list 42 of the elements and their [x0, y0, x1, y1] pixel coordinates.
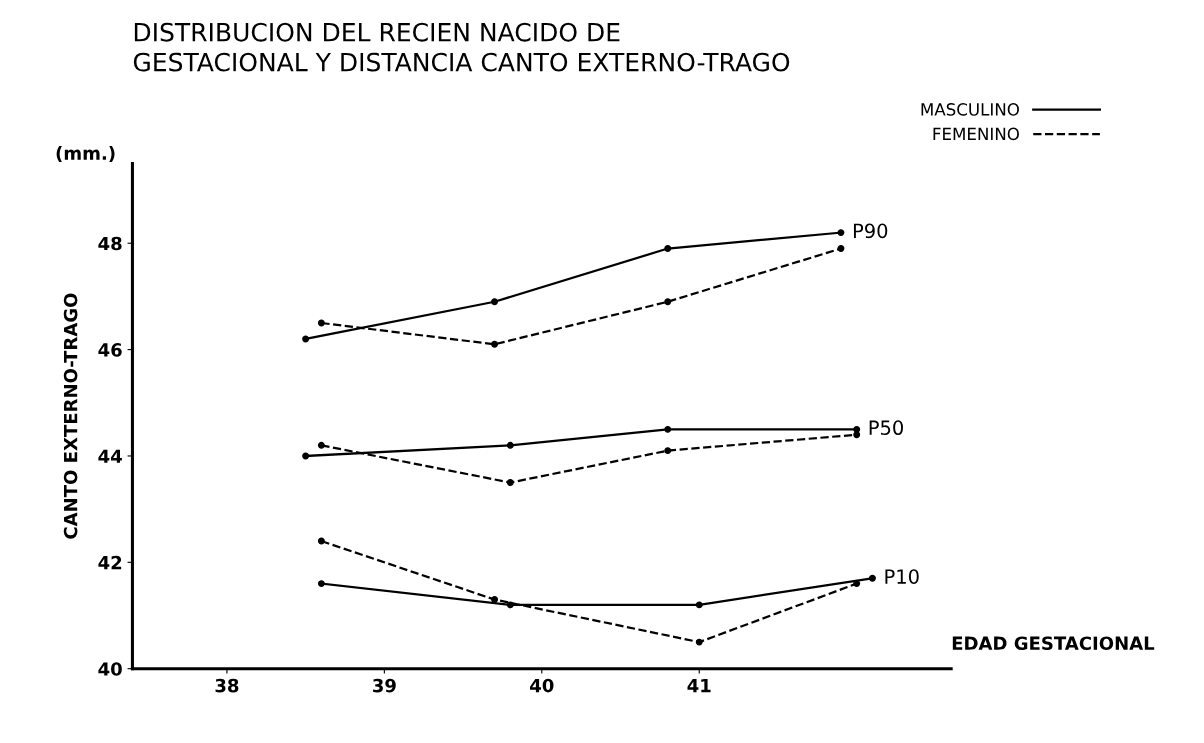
y-tick-label: 44 [98, 449, 122, 463]
point [506, 601, 514, 609]
y-axis-title: CANTO EXTERNO-TRAGO [63, 293, 78, 539]
point [317, 580, 325, 588]
x-tick-label: 38 [215, 678, 239, 693]
legend-label: MASCULINO [921, 103, 1019, 116]
point [302, 452, 310, 460]
point [664, 425, 672, 433]
point [302, 335, 310, 343]
annotation: P50 [869, 420, 903, 436]
point [695, 638, 703, 646]
y-tick-label: 42 [98, 555, 122, 570]
point [868, 574, 876, 582]
point [491, 596, 499, 604]
chart-title: DISTRIBUCION DEL RECIEN NACIDO DE GESTACIONAL Y DISTANCIA CANTO EXTERNO-TRAGO [133, 22, 790, 72]
point [317, 319, 325, 327]
legend-label: FEMENINO [933, 127, 1019, 141]
annotation: P10 [885, 569, 919, 584]
point [491, 340, 499, 348]
point [664, 245, 672, 253]
point [506, 479, 514, 487]
point [317, 441, 325, 449]
point [317, 537, 325, 545]
y-tick-label: 40 [98, 662, 122, 676]
x-tick-label: 41 [687, 678, 711, 693]
point [853, 580, 861, 588]
point [853, 431, 861, 439]
point [664, 447, 672, 455]
x-axis-title: EDAD GESTACIONAL [952, 636, 1155, 651]
point [695, 601, 703, 609]
point [837, 245, 845, 253]
x-tick-label: 40 [530, 678, 554, 693]
text: (mm.) [56, 146, 115, 163]
y-tick-label: 46 [98, 343, 122, 357]
x-tick-label: 39 [373, 678, 396, 693]
y-tick-label: 48 [98, 236, 122, 251]
point [664, 298, 672, 306]
point [506, 441, 514, 449]
point [837, 229, 845, 237]
point [491, 298, 499, 306]
annotation: P90 [853, 223, 888, 239]
point [853, 425, 861, 433]
